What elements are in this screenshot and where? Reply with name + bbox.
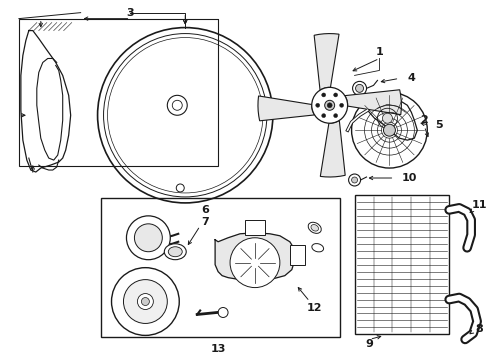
Text: 6: 6	[201, 205, 209, 215]
Text: 13: 13	[210, 345, 226, 354]
Bar	[19, 19, 218, 166]
Text: 7: 7	[201, 217, 209, 227]
Text: 2: 2	[420, 115, 428, 125]
Circle shape	[325, 100, 335, 110]
Bar	[355, 195, 449, 334]
Polygon shape	[320, 120, 345, 177]
Circle shape	[123, 280, 167, 323]
Circle shape	[352, 92, 427, 168]
Polygon shape	[345, 90, 401, 114]
Circle shape	[334, 114, 338, 118]
Circle shape	[137, 293, 153, 310]
Bar	[290, 245, 305, 265]
Circle shape	[312, 87, 347, 123]
Circle shape	[112, 268, 179, 336]
Bar	[100, 198, 340, 337]
Circle shape	[126, 216, 171, 260]
Text: 8: 8	[475, 324, 483, 334]
Circle shape	[383, 113, 392, 123]
Ellipse shape	[311, 225, 318, 231]
Circle shape	[384, 124, 395, 136]
Circle shape	[356, 84, 364, 92]
Circle shape	[348, 174, 361, 186]
Polygon shape	[215, 233, 295, 280]
Ellipse shape	[168, 247, 182, 257]
Text: 9: 9	[366, 339, 373, 349]
Text: 4: 4	[407, 73, 416, 84]
Circle shape	[316, 103, 319, 107]
Circle shape	[327, 103, 332, 108]
Circle shape	[322, 93, 326, 97]
Polygon shape	[258, 96, 315, 121]
Circle shape	[230, 238, 280, 288]
Circle shape	[142, 298, 149, 306]
Ellipse shape	[312, 244, 323, 252]
Ellipse shape	[308, 222, 321, 233]
Bar	[245, 220, 265, 235]
Text: 12: 12	[307, 302, 322, 312]
Text: 10: 10	[402, 173, 417, 183]
Circle shape	[352, 177, 358, 183]
Text: 3: 3	[126, 8, 134, 18]
Circle shape	[134, 224, 162, 252]
Text: 1: 1	[376, 48, 383, 58]
Ellipse shape	[164, 244, 186, 260]
Text: 5: 5	[436, 120, 443, 130]
Polygon shape	[314, 33, 339, 90]
Circle shape	[353, 81, 367, 95]
Text: 11: 11	[471, 200, 487, 210]
Circle shape	[322, 114, 326, 118]
Circle shape	[340, 103, 343, 107]
Circle shape	[334, 93, 338, 97]
Circle shape	[176, 184, 184, 192]
